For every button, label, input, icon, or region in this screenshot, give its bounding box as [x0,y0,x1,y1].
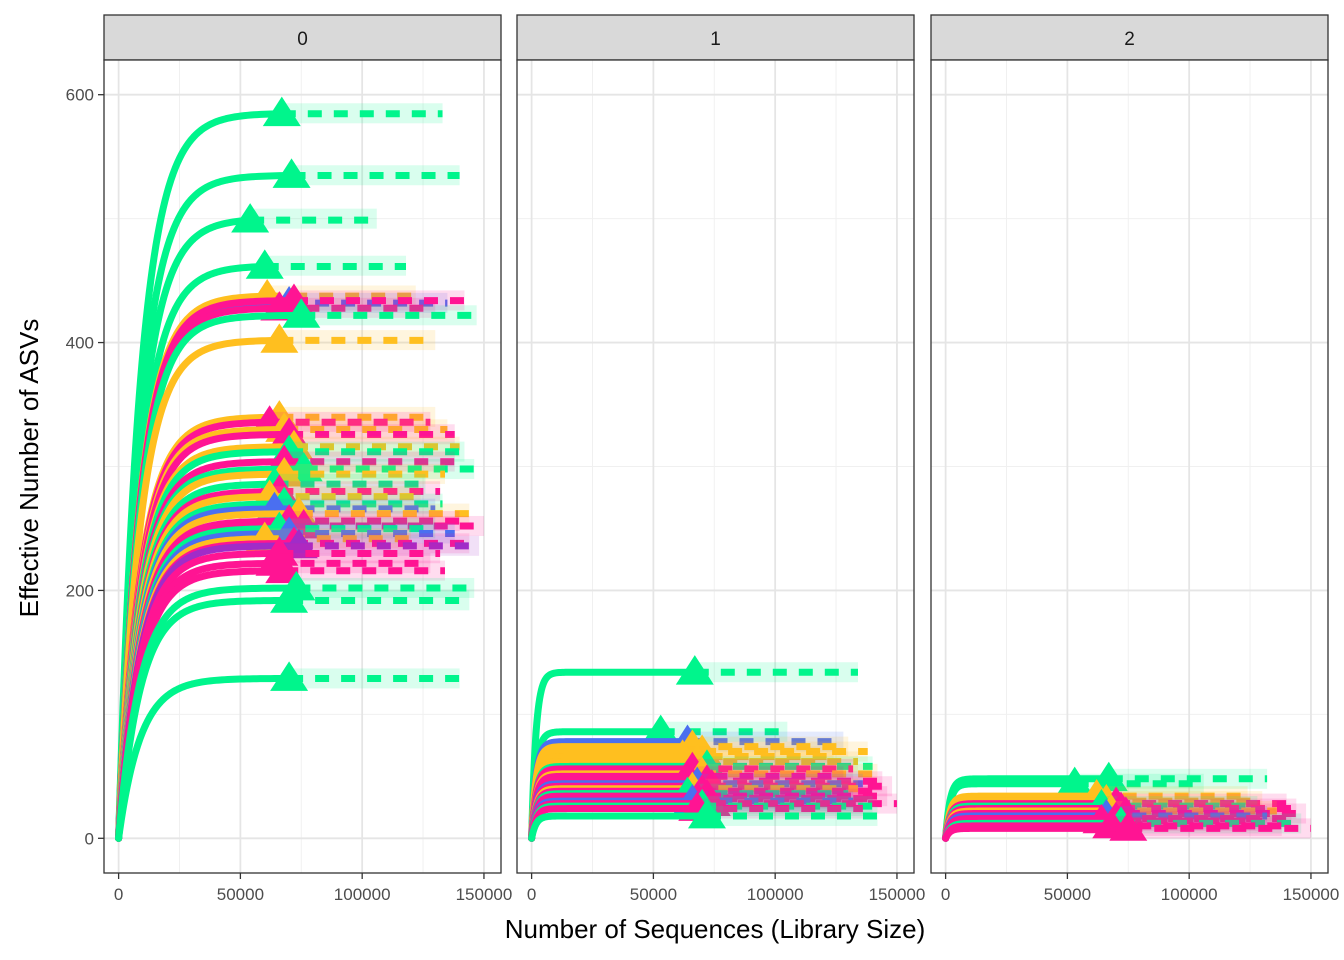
x-tick-label: 150000 [1283,885,1340,904]
sample-point-marker [675,655,714,685]
confidence-ribbon [279,330,436,351]
confidence-ribbon [264,255,407,276]
y-axis-title: Effective Number of ASVs [14,319,44,618]
x-tick-label: 50000 [217,885,264,904]
x-tick-label: 0 [114,885,123,904]
x-tick-label: 100000 [747,885,804,904]
x-tick-label: 50000 [630,885,677,904]
y-tick-label: 0 [85,829,94,848]
panel-border [930,59,1329,874]
x-tick-label: 0 [941,885,950,904]
x-tick-label: 150000 [456,885,513,904]
facet-strip [103,14,502,61]
sample-point-marker [687,798,726,829]
gridlines [517,60,914,873]
facet-panel-0: 0 0 50000 100000 150000 0 200 400 600 [66,14,513,904]
x-tick-label: 50000 [1044,885,1091,904]
data-layer [115,96,484,842]
facet-panel-1: 1 0 50000 100000 150000 [516,14,926,904]
sample-point-marker [245,249,284,279]
sample-point-marker [641,714,680,745]
x-tick-label: 100000 [334,885,391,904]
sample-point-marker [270,661,309,691]
sample-point-marker [262,96,301,127]
panel-border [516,59,915,874]
sample-point-marker [1055,766,1094,797]
confidence-ribbon [279,406,436,427]
sample-point-marker [260,323,299,353]
rarefaction-curve [528,668,699,842]
sample-point-marker [282,298,321,328]
facet-strip-label: 1 [710,29,721,50]
facets-layer: 0 0 50000 100000 150000 0 200 400 600 1 0 50000 1000… [66,14,1340,904]
facet-strip [516,14,915,61]
sample-point-marker [272,158,311,188]
panel-border [103,59,502,874]
confidence-ribbon [269,486,421,507]
y-tick-label: 400 [66,334,94,353]
y-tick-label: 200 [66,581,94,600]
y-tick-label: 600 [66,86,94,105]
x-tick-label: 0 [527,885,536,904]
x-axis-title: Number of Sequences (Library Size) [505,914,926,944]
facet-panel-2: 2 0 50000 100000 150000 [930,14,1340,904]
sample-point-marker [231,203,270,233]
rarefaction-curve [528,812,711,842]
rarefaction-curve [115,674,293,842]
facet-strip-label: 2 [1124,29,1135,50]
data-layer [528,655,897,842]
facet-strip [930,14,1329,61]
facet-strip-label: 0 [297,29,308,50]
sample-point-marker [1109,811,1148,841]
data-layer [942,761,1311,842]
rarefaction-curve [942,824,1132,842]
x-tick-label: 150000 [869,885,926,904]
confidence-ribbon [279,297,436,318]
confidence-ribbon [682,746,834,767]
x-tick-label: 100000 [1161,885,1218,904]
sample-point-marker [270,583,309,613]
